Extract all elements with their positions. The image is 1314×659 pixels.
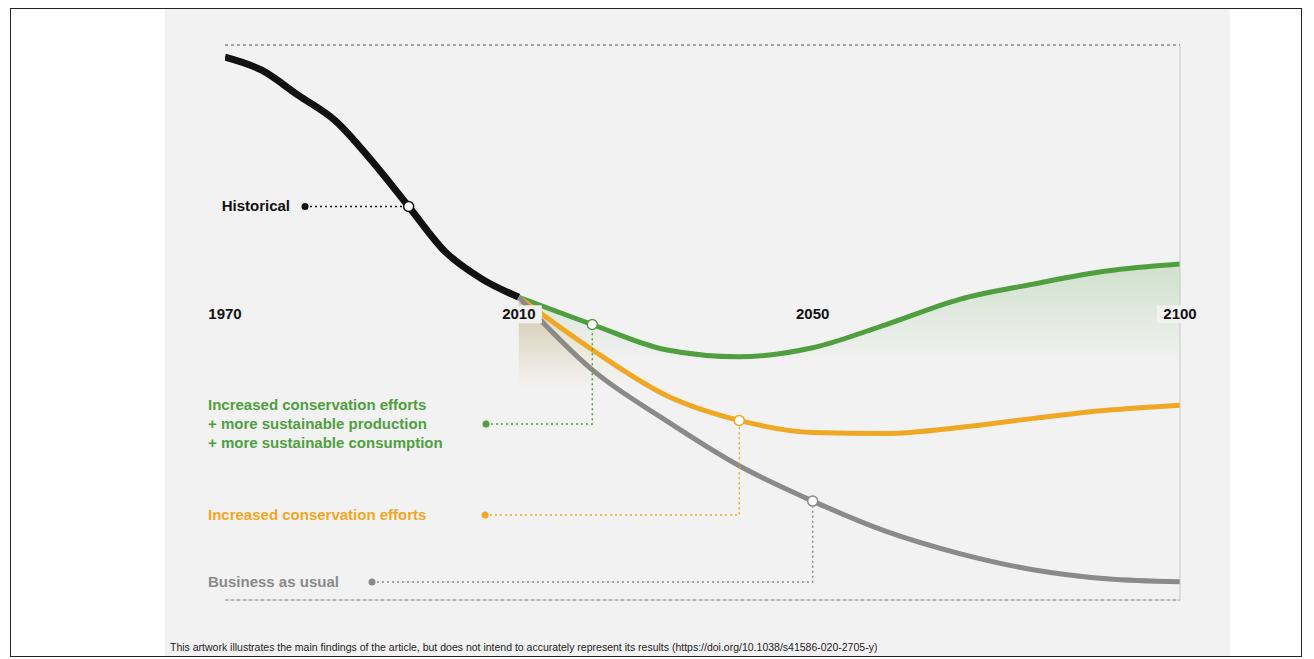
svg-text:Increased conservation efforts: Increased conservation efforts bbox=[208, 396, 426, 413]
svg-text:+ more sustainable consumption: + more sustainable consumption bbox=[208, 434, 443, 451]
svg-text:Historical: Historical bbox=[222, 197, 290, 214]
svg-text:Increased conservation efforts: Increased conservation efforts bbox=[208, 506, 426, 523]
svg-text:2100: 2100 bbox=[1163, 305, 1196, 322]
svg-text:Business as usual: Business as usual bbox=[208, 573, 339, 590]
svg-text:2050: 2050 bbox=[796, 305, 829, 322]
svg-text:1970: 1970 bbox=[208, 305, 241, 322]
svg-text:2010: 2010 bbox=[502, 305, 535, 322]
html-text:This artwork illustrates the m: This artwork illustrates the main findin… bbox=[170, 641, 878, 653]
svg-text:+ more sustainable production: + more sustainable production bbox=[208, 415, 427, 432]
